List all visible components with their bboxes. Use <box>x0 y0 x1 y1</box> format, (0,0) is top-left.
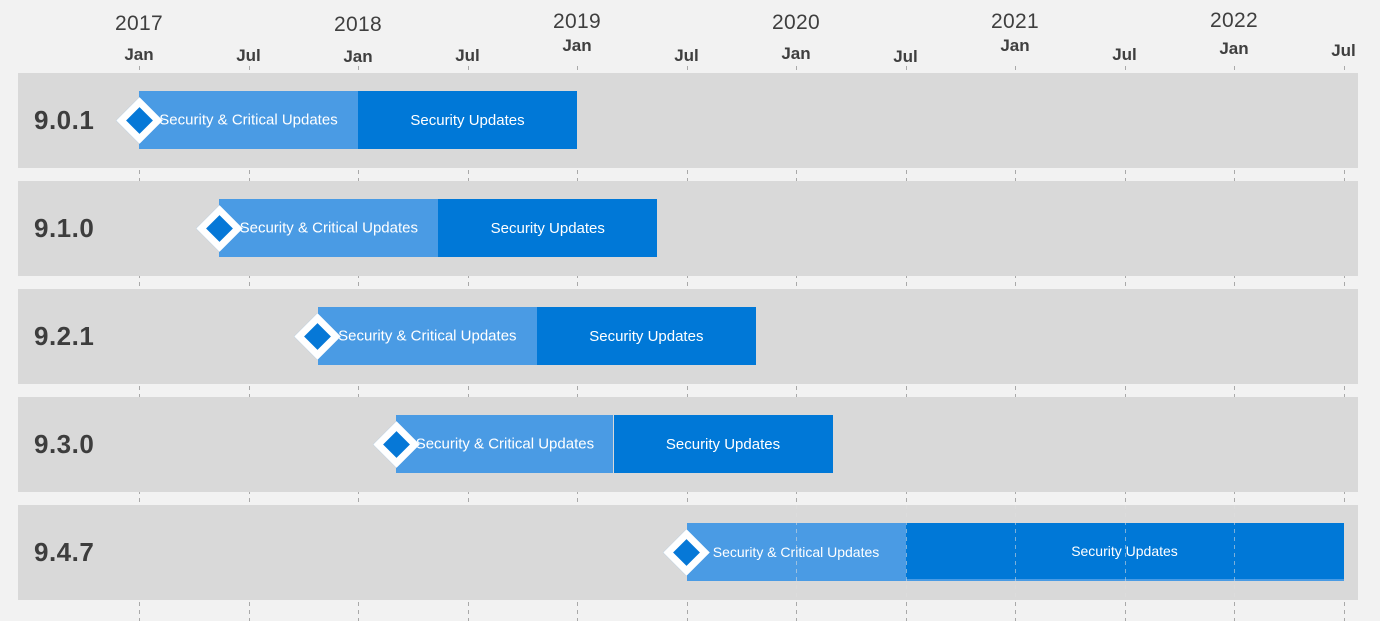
version-label: 9.3.0 <box>34 429 95 459</box>
version-label: 9.1.0 <box>34 213 95 243</box>
phase-bar-security-critical-updates: Security & Critical Updates <box>396 415 614 473</box>
version-row: 9.3.0 Security & Critical Updates Security… <box>18 397 1358 492</box>
axis-year-label: 2022 <box>1210 9 1258 32</box>
version-label: 9.2.1 <box>34 321 95 351</box>
phase-bar-security-critical-updates: Security & Critical Updates <box>219 199 439 257</box>
version-row: 9.2.1 Security & Critical Updates Security… <box>18 289 1358 384</box>
phase-bar-label: Security Updates <box>490 219 605 237</box>
axis-year-label: 2017 <box>115 12 163 35</box>
phase-bar-label: Security & Critical Updates <box>338 327 517 345</box>
phase-bar-security-updates: Security Updates <box>358 91 577 149</box>
gridline-overlay <box>1234 505 1235 600</box>
axis-year-label: 2019 <box>553 10 601 33</box>
phase-bar-security-updates: Security Updates <box>905 523 1344 579</box>
axis-year-label: 2021 <box>991 10 1039 33</box>
phase-bar-label: Security Updates <box>665 435 781 453</box>
axis-month-label: Jul <box>893 47 918 66</box>
version-label: 9.0.1 <box>34 105 95 135</box>
axis-month-label: Jan <box>1219 39 1249 58</box>
phase-bar-label: Security Updates <box>410 111 525 129</box>
axis-month-label: Jan <box>343 47 373 66</box>
phase-bar-label: Security Updates <box>589 327 704 345</box>
version-row: 9.0.1 Security & Critical Updates Security… <box>18 73 1358 168</box>
gridline-overlay <box>796 505 797 600</box>
axis-month-label: Jan <box>562 36 592 55</box>
gridline-overlay <box>1015 505 1016 600</box>
axis-month-label: Jan <box>124 45 154 64</box>
phase-bar-security-critical-updates: Security & Critical Updates <box>139 91 358 149</box>
axis-month-label: Jul <box>1331 41 1356 60</box>
phase-bar-label: Security Updates <box>1071 543 1178 559</box>
phase-bar-security-updates: Security Updates <box>613 415 833 473</box>
phase-bar-security-updates: Security Updates <box>536 307 756 365</box>
phase-bar-label: Security & Critical Updates <box>415 435 595 453</box>
axis-month-label: Jul <box>674 46 699 65</box>
phase-bar-label: Security & Critical Updates <box>159 111 338 129</box>
axis-month-label: Jul <box>236 46 261 65</box>
version-row: 9.4.7 Security & Critical Updates Security… <box>18 505 1358 600</box>
axis-year-label: 2018 <box>334 13 382 36</box>
version-row: 9.1.0 Security & Critical Updates Security… <box>18 181 1358 276</box>
axis-month-label: Jul <box>1112 45 1137 64</box>
axis-month-label: Jan <box>781 44 811 63</box>
axis-year-label: 2020 <box>772 11 820 34</box>
phase-bar-security-updates: Security Updates <box>438 199 658 257</box>
version-label: 9.4.7 <box>34 537 95 567</box>
phase-bar-security-critical-updates: Security & Critical Updates <box>317 307 537 365</box>
axis-month-label: Jan <box>1000 36 1030 55</box>
gridline-overlay <box>1125 505 1126 600</box>
phase-bar-label: Security & Critical Updates <box>239 219 418 237</box>
gridline-overlay <box>906 505 907 600</box>
axis-month-label: Jul <box>455 46 480 65</box>
